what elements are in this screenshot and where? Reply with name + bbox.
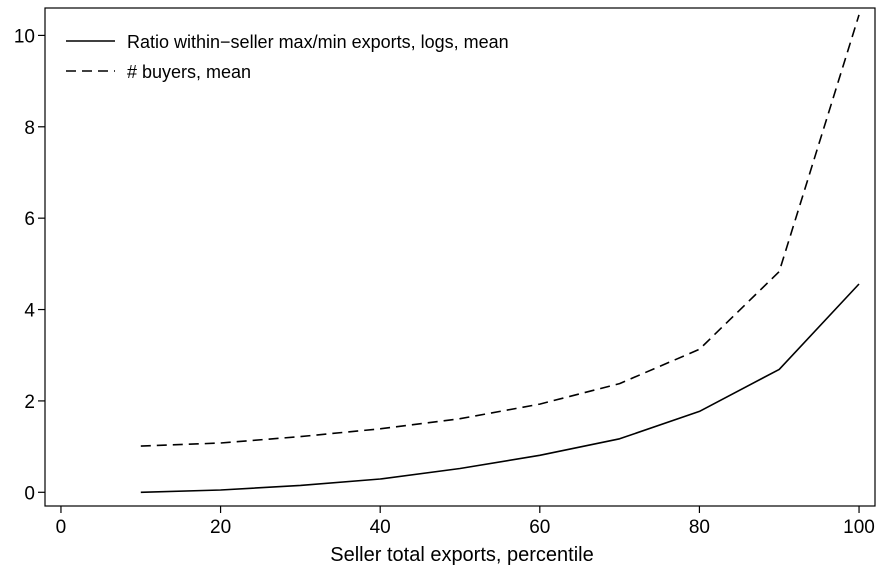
y-tick-label: 8 <box>24 118 35 139</box>
y-axis: 0 2 4 6 8 10 <box>14 26 45 504</box>
x-axis-title: Seller total exports, percentile <box>330 544 593 566</box>
plot-frame <box>44 7 876 507</box>
legend: Ratio within−seller max/min exports, log… <box>66 32 509 82</box>
y-tick-label: 6 <box>24 209 35 230</box>
series-line-buyers <box>140 14 860 447</box>
x-tick-label: 80 <box>689 517 710 538</box>
x-tick-label: 20 <box>210 517 231 538</box>
y-tick-label: 10 <box>14 26 35 47</box>
legend-label-buyers: # buyers, mean <box>127 62 251 82</box>
y-tick-label: 4 <box>24 301 35 322</box>
series-lines <box>140 14 860 494</box>
x-tick-label: 40 <box>370 517 391 538</box>
legend-label-ratio: Ratio within−seller max/min exports, log… <box>127 32 509 52</box>
y-tick-label: 0 <box>24 483 35 504</box>
y-tick-label: 2 <box>24 392 35 413</box>
x-axis: 0 20 40 60 80 100 <box>56 506 875 538</box>
series-line-ratio <box>140 283 860 494</box>
x-tick-label: 60 <box>529 517 550 538</box>
x-tick-label: 0 <box>56 517 67 538</box>
plot-area-border <box>44 7 876 507</box>
x-tick-label: 100 <box>843 517 875 538</box>
